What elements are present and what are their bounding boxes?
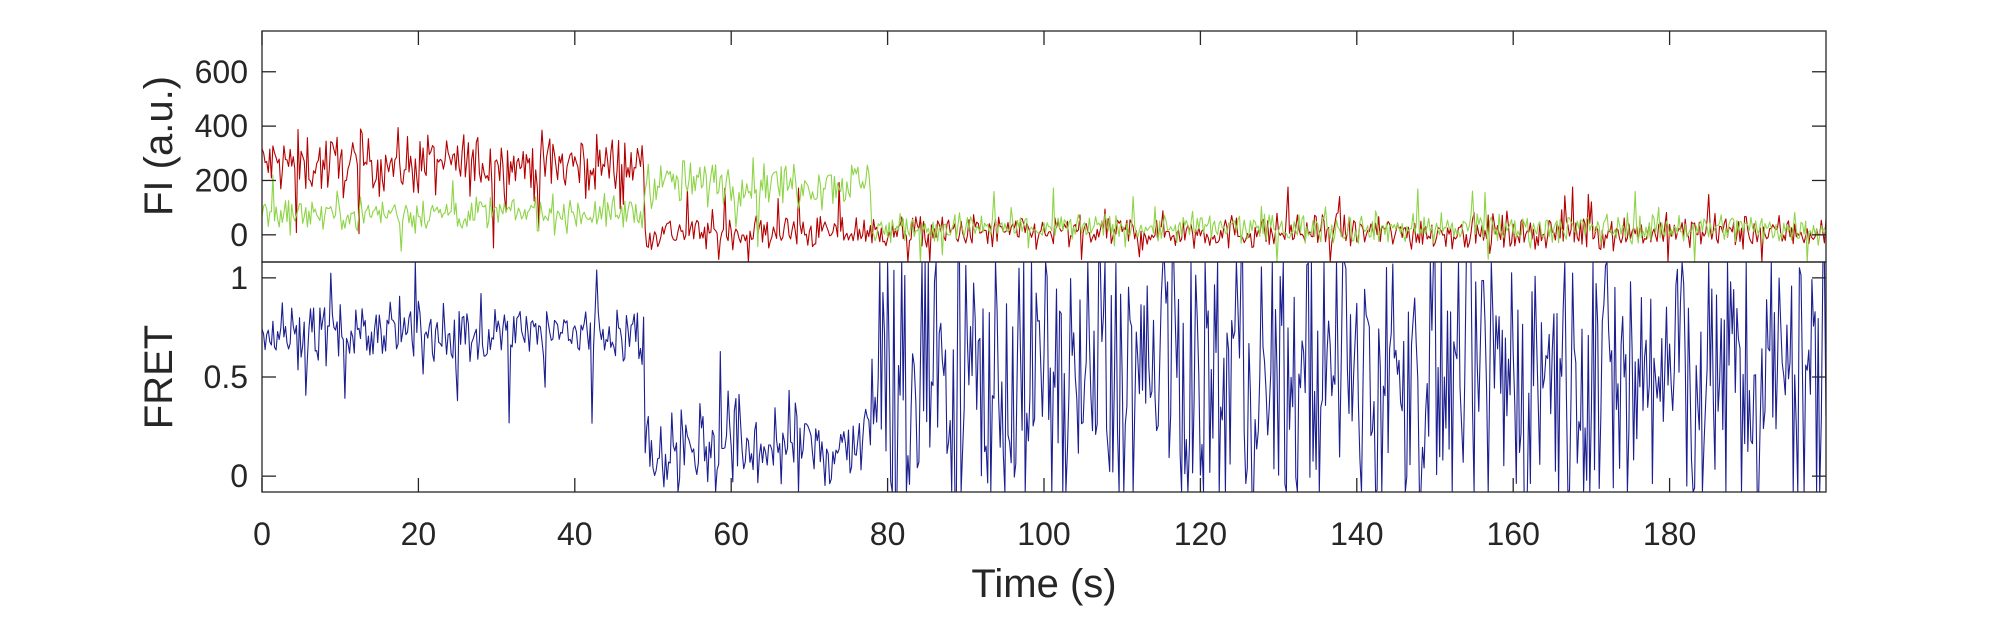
fluorescence-panel: 0 200 400 600 FI (a.u.) xyxy=(137,30,1827,263)
fluorescence-y-axis-label: FI (a.u.) xyxy=(137,76,181,216)
fret-y-tick-label: 0.5 xyxy=(204,359,248,395)
fluorescence-y-tick-label: 400 xyxy=(195,108,248,144)
fret-y-ticks: 00.51 xyxy=(204,260,1826,494)
fret-y-tick-label: 1 xyxy=(230,260,248,296)
time-x-tick-label: 120 xyxy=(1174,516,1227,552)
fluorescence-series-group xyxy=(261,127,1827,263)
fluorescence-y-tick-label: 0 xyxy=(230,217,248,253)
fluorescence-y-tick-label: 200 xyxy=(195,162,248,198)
time-x-axis-label: Time (s) xyxy=(971,562,1116,606)
time-x-ticks: 0 20 40 60 80 100 120 140 160 180 xyxy=(253,31,1696,552)
time-x-tick-label: 0 xyxy=(253,516,271,552)
fret-y-tick-label: 0 xyxy=(230,458,248,494)
time-x-tick-label: 160 xyxy=(1487,516,1540,552)
time-x-tick-label: 180 xyxy=(1643,516,1696,552)
fret-panel: 00.51 0 20 40 60 80 100 120 140 160 180 FRET Time… xyxy=(137,31,1827,606)
fluorescence-trace-0 xyxy=(261,127,1827,263)
time-x-tick-label: 20 xyxy=(401,516,437,552)
fluorescence-y-ticks: 0 200 400 600 xyxy=(195,54,1826,253)
fret-series-group xyxy=(261,261,1827,493)
time-x-tick-label: 100 xyxy=(1017,516,1070,552)
time-x-tick-label: 40 xyxy=(557,516,593,552)
fluorescence-trace-1 xyxy=(261,157,1827,263)
time-x-tick-label: 60 xyxy=(713,516,749,552)
time-x-tick-label: 140 xyxy=(1330,516,1383,552)
fret-y-axis-label: FRET xyxy=(137,325,181,429)
fret-trace-0 xyxy=(261,261,1827,493)
time-x-tick-label: 80 xyxy=(870,516,906,552)
fluorescence-y-tick-label: 600 xyxy=(195,54,248,90)
